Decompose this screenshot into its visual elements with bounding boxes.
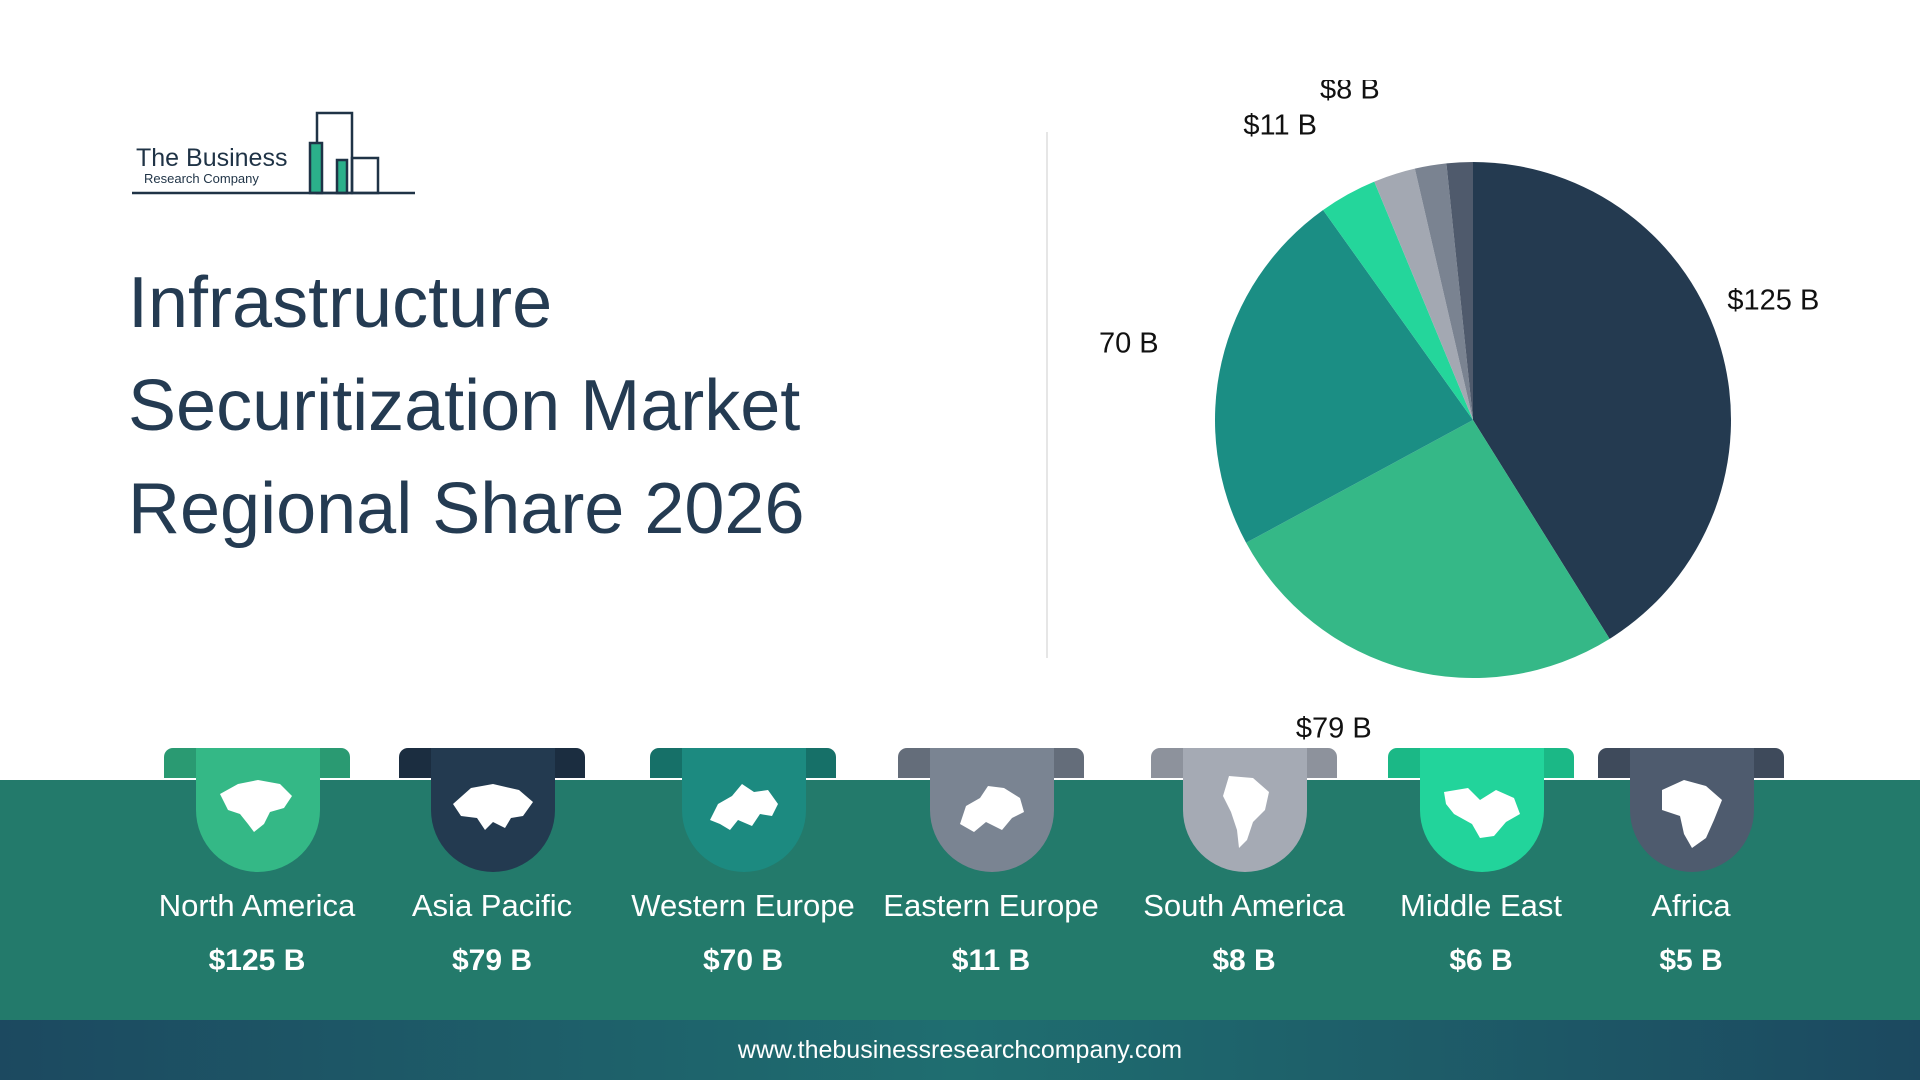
logo-line-2: Research Company <box>144 171 259 186</box>
pie-chart: $125 B$79 B$70 B$11 B$8 B$6 B$5 B <box>1100 80 1819 745</box>
region-badge <box>431 748 555 872</box>
website-link[interactable]: www.thebusinessresearchcompany.com <box>737 1036 1183 1064</box>
region-badge <box>682 748 806 872</box>
company-logo: The Business Research Company <box>132 108 422 198</box>
region-badge <box>930 748 1054 872</box>
asia-pacific-map-icon <box>453 784 533 830</box>
region-name: North America <box>158 888 356 923</box>
eastern-europe-map-icon <box>960 786 1024 832</box>
pie-data-label: $8 B <box>1320 80 1380 105</box>
logo-skyline-icon <box>132 111 415 195</box>
region-name: Western Europe <box>631 888 855 923</box>
region-badge <box>1420 748 1544 872</box>
pie-slice-asia-pacific <box>1246 420 1610 679</box>
region-name: Eastern Europe <box>883 888 1099 923</box>
pie-data-label: $125 B <box>1727 284 1819 316</box>
north-america-map-icon <box>220 780 292 832</box>
region-value: $125 B <box>208 944 306 977</box>
pie-data-label: $6 B <box>1390 80 1450 81</box>
pie-slice-western-europe <box>1215 210 1473 543</box>
vertical-divider <box>1046 132 1048 658</box>
region-name: Asia Pacific <box>411 888 573 923</box>
region-name: Middle East <box>1400 888 1562 923</box>
pie-data-label: $70 B <box>1100 327 1159 359</box>
region-value: $8 B <box>1212 944 1276 977</box>
pie-slice-eastern-europe <box>1323 181 1473 420</box>
region-name: Africa <box>1651 888 1731 923</box>
south-america-map-icon <box>1223 776 1269 848</box>
pie-slice-south-america <box>1374 168 1473 420</box>
pie-slice-africa <box>1446 162 1473 420</box>
western-europe-map-icon <box>710 784 778 830</box>
logo-line-1: The Business <box>136 144 288 172</box>
region-badge <box>1630 748 1754 872</box>
pie-slice-middle-east <box>1414 163 1473 420</box>
region-value: $6 B <box>1449 944 1513 977</box>
region-value: $70 B <box>702 944 784 977</box>
region-value: $11 B <box>951 944 1031 977</box>
pie-slice-north-america <box>1473 162 1731 639</box>
page-title: Infrastructure Securitization Market Reg… <box>128 263 805 549</box>
region-name: South America <box>1143 888 1345 923</box>
pie-data-label: $11 B <box>1243 110 1317 142</box>
region-badge <box>196 748 320 872</box>
africa-map-icon <box>1662 780 1722 848</box>
footer: www.thebusinessresearchcompany.com <box>0 1020 1920 1080</box>
middle-east-map-icon <box>1444 788 1520 838</box>
pie-data-label: $79 B <box>1296 713 1372 745</box>
region-value: $5 B <box>1659 944 1723 977</box>
region-value: $79 B <box>451 944 533 977</box>
region-badge <box>1183 748 1307 872</box>
